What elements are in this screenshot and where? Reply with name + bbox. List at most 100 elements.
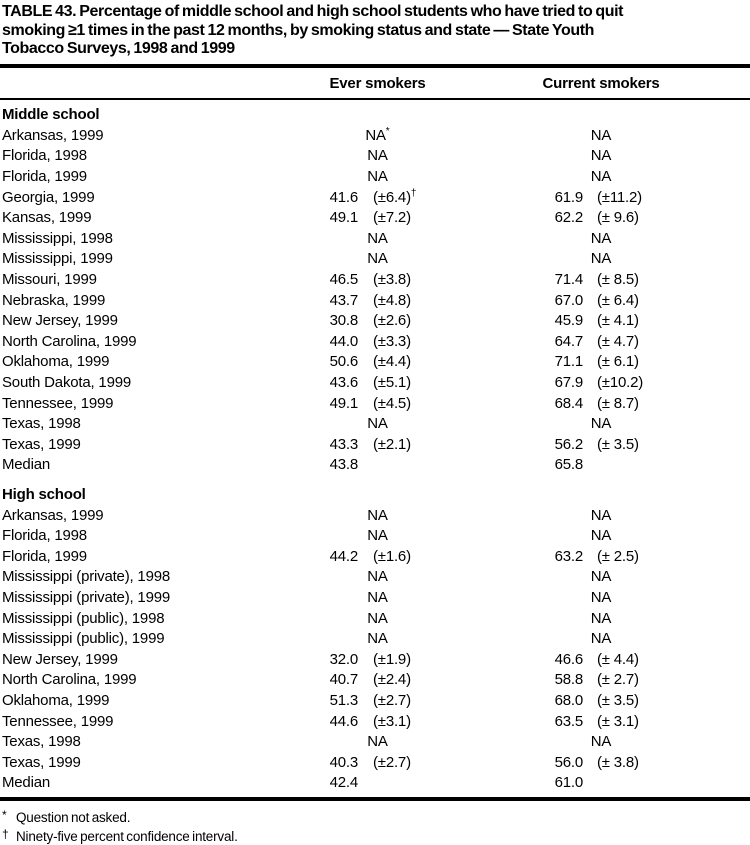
na-value: NA*: [365, 125, 390, 144]
table-row: Median 42.4 61.0: [0, 773, 750, 794]
ever-smokers-cell: 41.6 (±6.4)†: [300, 187, 455, 206]
footnote-marker: *: [385, 125, 390, 137]
table-row: Tennessee, 1999 49.1 (±4.5) 68.4 (± 8.7): [0, 393, 750, 414]
na-value: NA: [590, 609, 612, 627]
confidence-interval: (± 8.7): [597, 394, 639, 412]
confidence-interval: (±2.7): [373, 753, 411, 771]
table-row: North Carolina, 1999 44.0 (±3.3) 64.7 (± 4.7…: [0, 331, 750, 352]
current-smokers-cell: 62.2 (± 9.6): [485, 209, 717, 226]
confidence-interval: (± 6.1): [597, 353, 639, 371]
table-row: South Dakota, 1999 43.6 (±5.1) 67.9 (±10.2): [0, 372, 750, 393]
ever-smokers-cell: 49.1 (±4.5): [300, 395, 455, 412]
table-row: Florida, 1999 NA NA: [0, 166, 750, 187]
table-row: Texas, 1999 43.3 (±2.1) 56.2 (± 3.5): [0, 434, 750, 455]
current-smokers-cell: NA: [485, 147, 717, 164]
table-row: Florida, 1999 44.2 (±1.6) 63.2 (± 2.5): [0, 546, 750, 567]
percent-value: 46.5: [329, 271, 359, 289]
na-value: NA: [590, 506, 612, 524]
bottom-divider: [0, 797, 750, 802]
percent-value: 43.6: [329, 374, 359, 392]
confidence-interval: (±10.2): [597, 374, 644, 392]
percent-value: 43.7: [329, 291, 359, 309]
percent-value: 42.4: [329, 774, 359, 792]
ever-smokers-cell: NA*: [300, 125, 455, 144]
percent-value: 67.0: [554, 291, 584, 309]
table-title-line-2: smoking ≥1 times in the past 12 months, …: [2, 21, 595, 39]
na-value: NA: [367, 527, 388, 545]
row-label: New Jersey, 1999: [2, 650, 118, 668]
table-row: Mississippi (public), 1998 NA NA: [0, 608, 750, 629]
ever-smokers-cell: 32.0 (±1.9): [300, 651, 455, 668]
confidence-interval: (±7.2): [373, 209, 411, 227]
na-value: NA: [590, 250, 612, 268]
row-label: Mississippi, 1999: [2, 250, 113, 268]
percent-value: 63.5: [554, 712, 584, 730]
confidence-interval: (±5.1): [373, 374, 411, 392]
row-label: Median: [2, 456, 50, 474]
na-value: NA: [367, 415, 388, 433]
na-value: NA: [590, 588, 612, 606]
na-value: NA: [590, 147, 612, 165]
confidence-interval: (±4.4): [373, 353, 411, 371]
row-label: South Dakota, 1999: [2, 374, 131, 392]
percent-value: 40.7: [329, 671, 359, 689]
ever-smokers-cell: 40.7 (±2.4): [300, 671, 455, 688]
na-value: NA: [590, 733, 612, 751]
percent-value: 68.4: [554, 394, 584, 412]
ever-smokers-cell: 43.6 (±5.1): [300, 374, 455, 391]
table-row: New Jersey, 1999 32.0 (±1.9) 46.6 (± 4.4): [0, 649, 750, 670]
asterisk-footnote-marker: *: [2, 808, 7, 823]
row-label: Texas, 1999: [2, 435, 81, 453]
ever-smokers-cell: 44.0 (±3.3): [300, 333, 455, 350]
ever-smokers-cell: NA: [300, 630, 455, 647]
section-header-row: Middle school: [0, 105, 750, 126]
table-row: Georgia, 1999 41.6 (±6.4)† 61.9 (±11.2): [0, 187, 750, 208]
percent-value: 30.8: [329, 312, 359, 330]
ever-smokers-cell: 43.3 (±2.1): [300, 436, 455, 453]
column-header-row: Ever smokers Current smokers: [0, 68, 750, 98]
confidence-interval: (± 4.4): [597, 650, 639, 668]
table-row: Oklahoma, 1999 50.6 (±4.4) 71.1 (± 6.1): [0, 352, 750, 373]
row-label: Florida, 1998: [2, 527, 87, 545]
current-smokers-cell: 45.9 (± 4.1): [485, 312, 717, 329]
confidence-interval: (±3.8): [373, 271, 411, 289]
ever-smokers-cell: 43.8: [300, 456, 455, 473]
table-row: Kansas, 1999 49.1 (±7.2) 62.2 (± 9.6): [0, 207, 750, 228]
current-smokers-cell: 68.0 (± 3.5): [485, 692, 717, 709]
current-smokers-cell: NA: [485, 168, 717, 185]
percent-value: 67.9: [554, 374, 584, 392]
percent-value: 61.9: [554, 188, 584, 206]
ever-smokers-cell: NA: [300, 230, 455, 247]
confidence-interval: (±2.7): [373, 691, 411, 709]
confidence-interval: (±1.9): [373, 650, 411, 668]
row-label: New Jersey, 1999: [2, 312, 118, 330]
table-row: Missouri, 1999 46.5 (±3.8) 71.4 (± 8.5): [0, 269, 750, 290]
current-smokers-cell: 71.4 (± 8.5): [485, 271, 717, 288]
confidence-interval: (±3.1): [373, 712, 411, 730]
footnote-marker: †: [410, 187, 417, 199]
right-margin-spacer: [717, 75, 750, 92]
ever-smokers-cell: 43.7 (±4.8): [300, 292, 455, 309]
current-smokers-cell: 46.6 (± 4.4): [485, 651, 717, 668]
column-gap: [455, 75, 485, 92]
current-smokers-cell: NA: [485, 507, 717, 524]
footnote-confidence-interval: † Ninety-five percent confidence interval…: [2, 826, 750, 845]
current-smokers-cell: 63.5 (± 3.1): [485, 713, 717, 730]
table-row: Mississippi (private), 1998 NA NA: [0, 567, 750, 588]
percent-value: 49.1: [329, 394, 359, 412]
ever-smokers-cell: NA: [300, 589, 455, 606]
current-smokers-cell: NA: [485, 527, 717, 544]
row-label: Texas, 1998: [2, 733, 81, 751]
table-row: Mississippi, 1999 NA NA: [0, 249, 750, 270]
table-row: Arkansas, 1999 NA* NA: [0, 125, 750, 146]
confidence-interval: (± 3.8): [597, 753, 639, 771]
current-smokers-cell: 64.7 (± 4.7): [485, 333, 717, 350]
percent-value: 62.2: [554, 209, 584, 227]
ever-smokers-cell: 49.1 (±7.2): [300, 209, 455, 226]
percent-value: 51.3: [329, 691, 359, 709]
row-label: Georgia, 1999: [2, 188, 95, 206]
table-row: New Jersey, 1999 30.8 (±2.6) 45.9 (± 4.1): [0, 310, 750, 331]
percent-value: 71.4: [554, 271, 584, 289]
footnote-text: Question not asked.: [16, 810, 131, 826]
ever-smokers-cell: 46.5 (±3.8): [300, 271, 455, 288]
